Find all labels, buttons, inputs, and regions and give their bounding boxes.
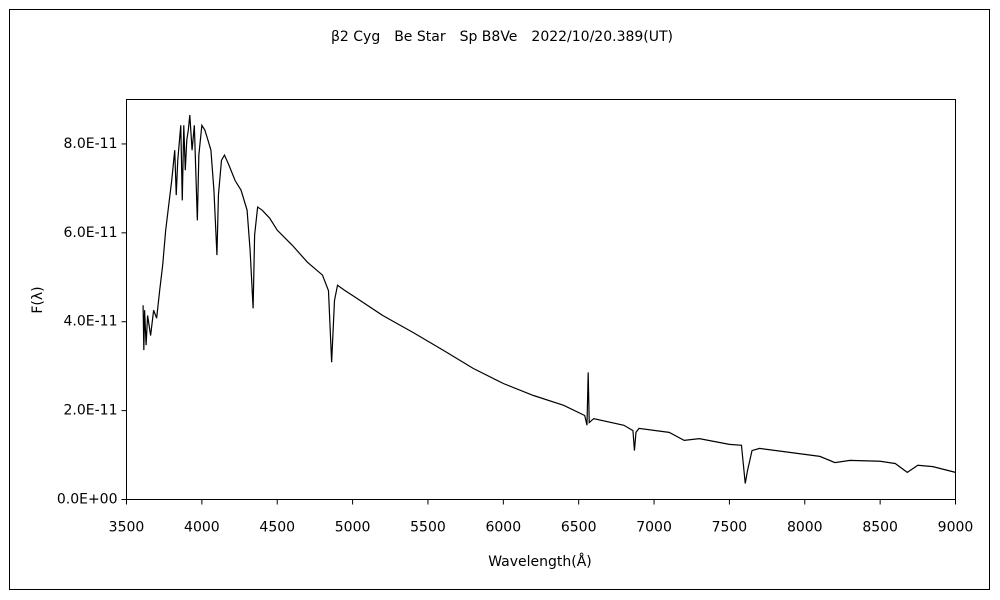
x-tick-label: 6000 — [485, 520, 521, 536]
spectrum-line — [142, 115, 956, 484]
x-tick-label: 8000 — [787, 520, 823, 536]
x-tick-label: 8500 — [862, 520, 898, 536]
y-tick-label: 6.0E-11 — [64, 225, 118, 241]
y-tick-label: 8.0E-11 — [64, 136, 118, 152]
y-tick-label: 4.0E-11 — [64, 314, 118, 330]
x-tick-label: 9000 — [938, 520, 974, 536]
x-tick-label: 7000 — [636, 520, 672, 536]
y-tick-label: 0.0E+00 — [57, 492, 118, 508]
chart-title: β2 Cyg Be Star Sp B8Ve 2022/10/20.389(UT… — [331, 29, 673, 45]
x-tick-label: 7500 — [712, 520, 748, 536]
x-tick-label: 4000 — [184, 520, 220, 536]
x-tick-label: 3500 — [109, 520, 145, 536]
x-axis-label: Wavelength(Å) — [488, 553, 592, 570]
y-axis-label: F(λ) — [30, 286, 46, 313]
x-tick-label: 5500 — [410, 520, 446, 536]
x-tick-label: 6500 — [561, 520, 597, 536]
x-tick-label: 5000 — [335, 520, 371, 536]
plot-area — [126, 99, 956, 500]
y-tick-label: 2.0E-11 — [64, 403, 118, 419]
x-tick-label: 4500 — [259, 520, 295, 536]
